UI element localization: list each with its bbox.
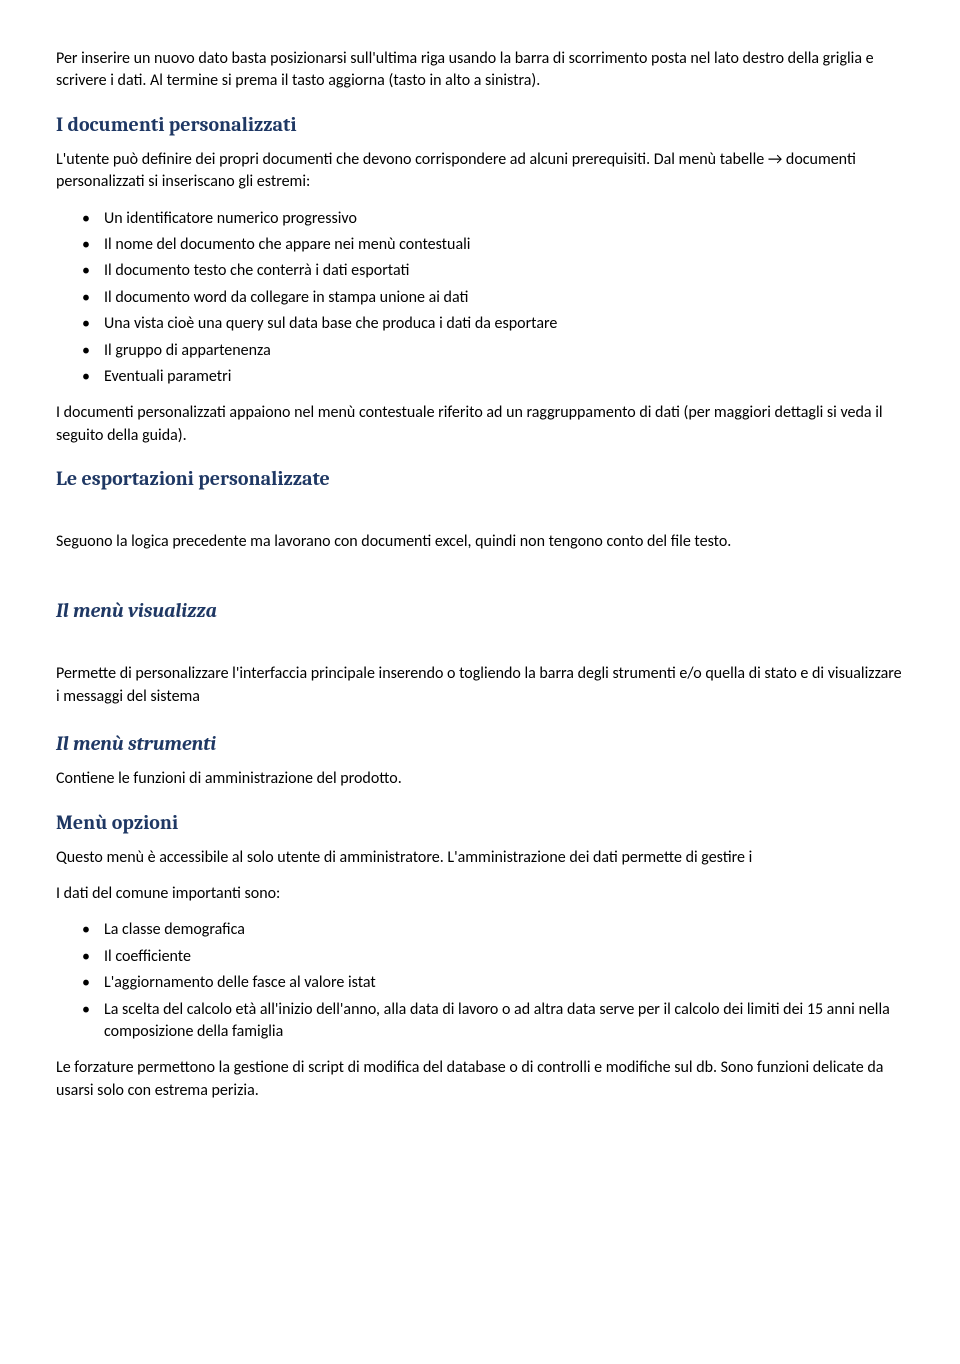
list-item: Eventuali parametri (104, 366, 904, 388)
heading-menu-visualizza: Il menù visualizza (56, 597, 904, 625)
list-item: Un identificatore numerico progressivo (104, 208, 904, 230)
list-item: Il coefficiente (104, 946, 904, 968)
section1-list: Un identificatore numerico progressivo I… (56, 208, 904, 389)
heading-esportazioni-personalizzate: Le esportazioni personalizzate (56, 465, 904, 493)
section1-paragraph-2: I documenti personalizzati appaiono nel … (56, 402, 904, 447)
list-item: L'aggiornamento delle fasce al valore is… (104, 972, 904, 994)
list-item: Il documento word da collegare in stampa… (104, 287, 904, 309)
list-item: Una vista cioè una query sul data base c… (104, 313, 904, 335)
list-item: Il documento testo che conterrà i dati e… (104, 260, 904, 282)
intro-paragraph: Per inserire un nuovo dato basta posizio… (56, 48, 904, 93)
list-item: Il nome del documento che appare nei men… (104, 234, 904, 256)
heading-menu-strumenti: Il menù strumenti (56, 730, 904, 758)
section3-paragraph-1: Permette di personalizzare l'interfaccia… (56, 663, 904, 708)
section2-paragraph-1: Seguono la logica precedente ma lavorano… (56, 531, 904, 553)
list-item: La scelta del calcolo età all'inizio del… (104, 999, 904, 1044)
section5-paragraph-2: I dati del comune importanti sono: (56, 883, 904, 905)
list-item: La classe demografica (104, 919, 904, 941)
section4-paragraph-1: Contiene le funzioni di amministrazione … (56, 768, 904, 790)
list-item: Il gruppo di appartenenza (104, 340, 904, 362)
section5-paragraph-3: Le forzature permettono la gestione di s… (56, 1057, 904, 1102)
heading-documenti-personalizzati: I documenti personalizzati (56, 111, 904, 139)
section5-paragraph-1: Questo menù è accessibile al solo utente… (56, 847, 904, 869)
section5-list: La classe demografica Il coefficiente L'… (56, 919, 904, 1043)
heading-menu-opzioni: Menù opzioni (56, 809, 904, 837)
section1-paragraph-1: L'utente può definire dei propri documen… (56, 149, 904, 194)
